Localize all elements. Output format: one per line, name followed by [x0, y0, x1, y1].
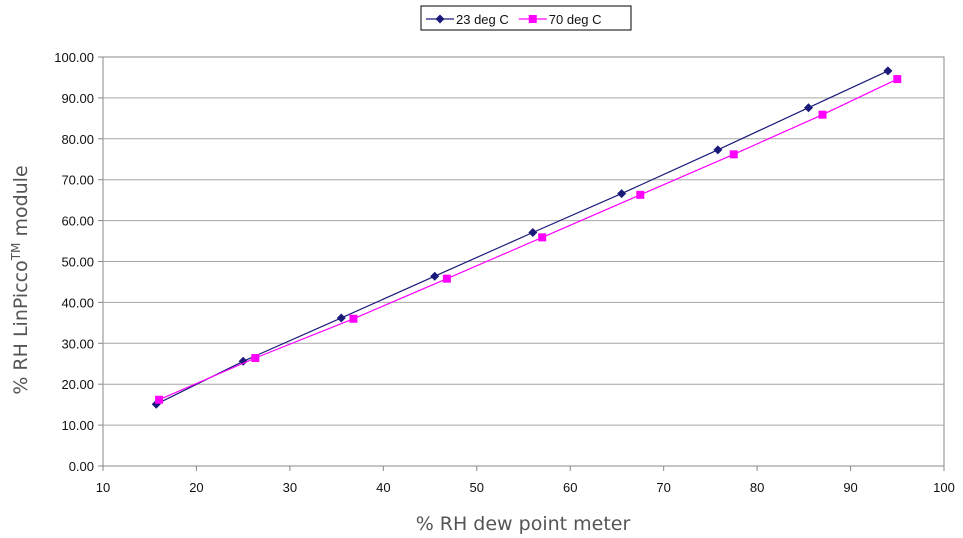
data-point [538, 233, 547, 242]
y-tick-label: 70.00 [61, 173, 94, 188]
x-tick-label: 40 [376, 480, 390, 495]
data-point [883, 66, 893, 76]
legend-label: 70 deg C [549, 12, 602, 27]
data-point [528, 15, 537, 23]
y-tick-label: 80.00 [61, 132, 94, 147]
y-axis-title-superscript: TM [9, 243, 23, 262]
series-layer [151, 66, 902, 409]
y-tick-label: 60.00 [61, 214, 94, 229]
data-point [713, 145, 723, 155]
data-point [729, 150, 738, 159]
gridlines [103, 97, 944, 426]
data-point [155, 395, 164, 404]
series-2 [155, 75, 902, 404]
data-point [893, 75, 902, 84]
data-point [818, 110, 827, 119]
x-tick-label: 80 [750, 480, 764, 495]
x-tick-label: 100 [933, 480, 955, 495]
data-point [336, 313, 346, 323]
y-tick-label: 0.00 [69, 459, 94, 474]
data-point [251, 354, 260, 363]
series-1 [151, 66, 893, 409]
y-tick-label: 100.00 [54, 50, 94, 65]
y-tick-label: 40.00 [61, 295, 94, 310]
y-axis-ticks: 0.00 10.00 20.00 30.00 40.00 50.00 60.00 70.00 8… [54, 50, 103, 474]
y-axis-title-main: % RH LinPicco [10, 260, 32, 394]
x-tick-label: 10 [96, 480, 110, 495]
legend-item-1: 23 deg C [426, 12, 509, 27]
y-tick-label: 90.00 [61, 91, 94, 106]
x-tick-label: 50 [470, 480, 484, 495]
x-tick-label: 70 [656, 480, 670, 495]
legend-box [420, 5, 632, 31]
data-point [528, 227, 538, 237]
data-point [442, 274, 451, 283]
x-tick-label: 60 [563, 480, 577, 495]
data-point [617, 189, 627, 199]
y-axis-title: % RH LinPiccoTM module [9, 165, 32, 394]
data-point [804, 103, 814, 113]
legend-item-2: 70 deg C [518, 12, 602, 27]
y-tick-label: 30.00 [61, 336, 94, 351]
y-tick-label: 50.00 [61, 255, 94, 270]
data-point [349, 314, 358, 323]
x-axis-title: % RH dew point meter [416, 513, 631, 535]
data-point [238, 356, 248, 366]
y-axis-title-suffix: module [10, 165, 32, 242]
x-tick-label: 20 [189, 480, 203, 495]
x-tick-label: 90 [843, 480, 857, 495]
legend: 23 deg C 70 deg C [420, 5, 632, 31]
data-point [430, 271, 440, 281]
data-point [636, 190, 645, 199]
y-tick-label: 20.00 [61, 377, 94, 392]
x-tick-label: 30 [283, 480, 297, 495]
legend-label: 23 deg C [456, 12, 509, 27]
x-axis-ticks: 10 20 30 40 50 60 70 80 90 100 [96, 466, 955, 495]
data-point [435, 14, 445, 24]
y-tick-label: 10.00 [61, 418, 94, 433]
